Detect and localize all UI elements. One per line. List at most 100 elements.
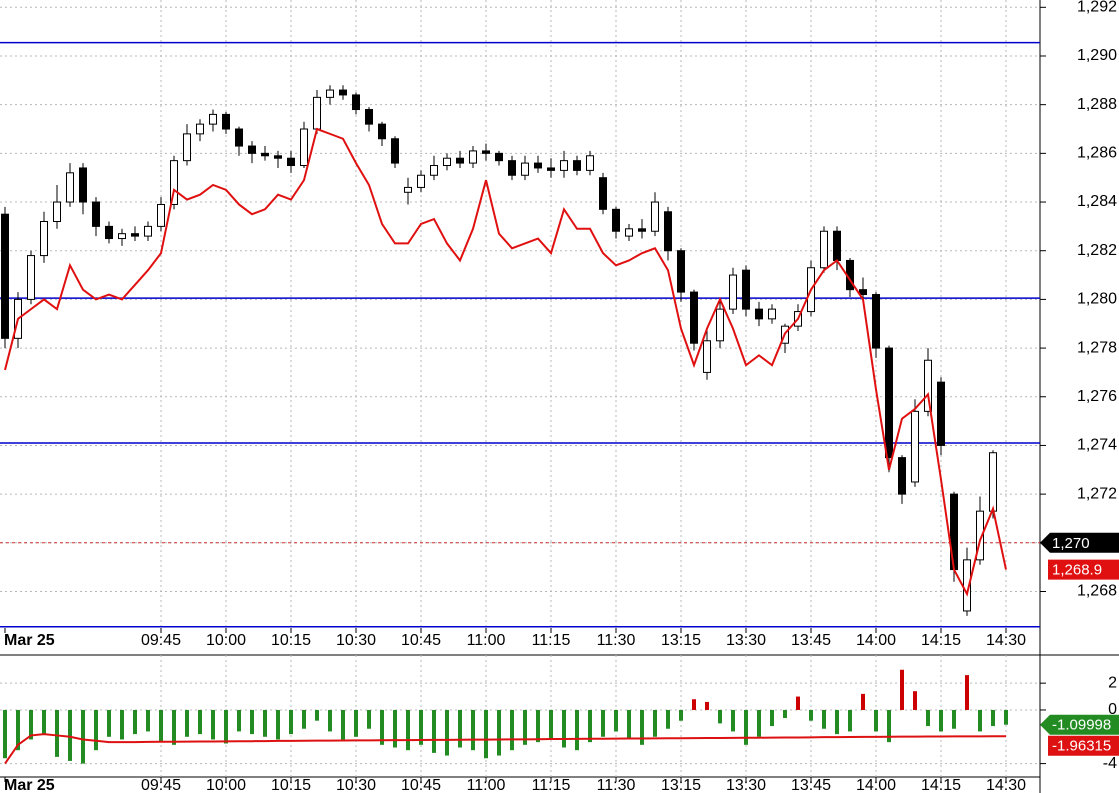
histogram-bar <box>549 709 553 740</box>
candle-body <box>404 186 412 193</box>
candle-body <box>209 113 217 125</box>
candle-body <box>430 165 438 176</box>
candle-body <box>274 155 282 159</box>
candle-body <box>768 308 776 320</box>
price-line <box>4 127 1007 597</box>
candle-body <box>703 340 711 373</box>
histogram-bar <box>81 709 85 764</box>
x-tick-label: 14:30 <box>986 632 1026 649</box>
histogram-bar <box>861 693 865 710</box>
histogram-bar <box>536 709 540 743</box>
histogram-bar <box>458 709 462 748</box>
candle-body <box>716 308 724 342</box>
x-tick-label: 13:15 <box>661 777 701 793</box>
candle-body <box>300 128 308 167</box>
candle-body <box>326 89 334 98</box>
histogram-bar <box>978 709 982 732</box>
histogram-bar <box>354 709 358 737</box>
candle-body <box>690 291 698 344</box>
histogram-bar <box>42 709 46 735</box>
histogram-bar <box>484 709 488 759</box>
x-tick-label: 14:15 <box>921 777 961 793</box>
candle-body <box>495 152 503 162</box>
x-tick-label: 14:00 <box>856 777 896 793</box>
candle-body <box>417 174 425 188</box>
x-tick-label: 11:00 <box>467 632 506 649</box>
candle-body <box>859 289 867 296</box>
histogram-bar <box>315 709 319 721</box>
histogram-bar <box>367 709 371 729</box>
histogram-bar <box>575 709 579 751</box>
candle-body <box>456 157 464 164</box>
histogram-bar <box>848 709 852 732</box>
signal-line <box>4 733 1007 765</box>
candle-body <box>248 145 256 154</box>
candle-body <box>391 138 399 164</box>
candle-body <box>885 347 893 459</box>
histogram-bar <box>653 709 657 737</box>
x-tick-label: 09:45 <box>141 777 181 793</box>
y-tick-label: 1,286 <box>1077 145 1117 162</box>
candle-body <box>66 172 74 203</box>
candle-body <box>196 123 204 135</box>
histogram-bar <box>471 709 475 751</box>
candle-body <box>742 269 750 310</box>
candle-body <box>872 294 880 349</box>
histogram-bar <box>510 709 514 751</box>
histogram-bar <box>913 691 917 710</box>
histogram-bar <box>588 709 592 743</box>
x-tick-label: Mar 25 <box>4 777 55 793</box>
x-tick-label: 14:15 <box>921 632 961 649</box>
histogram-bar <box>289 709 293 735</box>
histogram-bar <box>640 709 644 745</box>
y-tick-label: -4 <box>1103 755 1117 772</box>
candle-body <box>599 177 607 210</box>
histogram-bar <box>393 709 397 748</box>
histogram-bar <box>718 709 722 724</box>
x-tick-label: 11:15 <box>532 777 571 793</box>
candle-body <box>443 157 451 167</box>
histogram-bar <box>328 709 332 732</box>
histogram-bar <box>302 709 306 729</box>
histogram-bar <box>133 709 137 735</box>
x-tick-label: 10:15 <box>271 777 311 793</box>
histogram-bar <box>822 709 826 729</box>
x-tick-label: 11:30 <box>597 632 636 649</box>
candle-body <box>560 160 568 171</box>
histogram-bar <box>614 709 618 732</box>
histogram-bar <box>705 701 709 710</box>
histogram-bar <box>757 709 761 737</box>
x-tick-label: 13:45 <box>791 632 831 649</box>
histogram-bar <box>835 709 839 735</box>
histogram-bar <box>406 709 410 751</box>
x-tick-label: 13:30 <box>726 777 766 793</box>
candle-body <box>664 211 672 252</box>
histogram-bar <box>523 709 527 745</box>
candle-body <box>287 157 295 167</box>
candle-body <box>105 225 113 240</box>
histogram-bar <box>29 709 33 740</box>
candle-body <box>625 228 633 237</box>
candle-body <box>937 381 945 446</box>
candle-body <box>534 162 542 169</box>
histogram-badge: -1.09998 <box>1052 717 1111 734</box>
candle-body <box>898 457 906 495</box>
candle-body <box>833 230 841 261</box>
candle-body <box>508 160 516 176</box>
candle-body <box>92 201 100 227</box>
line-badge: 1,268.9 <box>1052 562 1102 579</box>
histogram-bar <box>198 709 202 735</box>
signal-badge-shape <box>1048 735 1119 756</box>
histogram-bar <box>445 709 449 756</box>
histogram-bar <box>55 709 59 757</box>
histogram-bar <box>341 709 345 740</box>
candle-body <box>820 230 828 269</box>
candle-body <box>365 109 373 125</box>
x-tick-label: 13:15 <box>661 632 701 649</box>
histogram-bar <box>952 709 956 729</box>
y-tick-label: 1,274 <box>1077 437 1117 454</box>
histogram-bar <box>562 709 566 748</box>
x-tick-label: 13:45 <box>791 777 831 793</box>
x-tick-label: 11:00 <box>467 777 506 793</box>
candle-body <box>911 410 919 483</box>
